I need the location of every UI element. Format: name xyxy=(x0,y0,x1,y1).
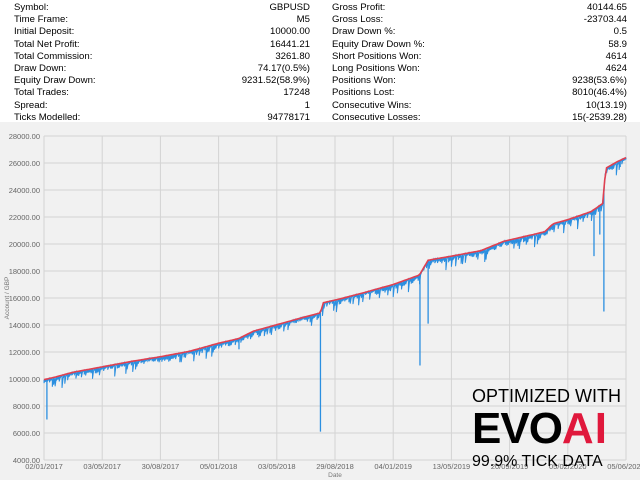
x-tick-label: 03/05/2017 xyxy=(83,462,121,471)
stat-value: 16441.21 xyxy=(269,38,310,50)
stat-label: Symbol: xyxy=(14,2,49,13)
stat-label: Gross Profit: xyxy=(332,2,386,13)
stat-label: Initial Deposit: xyxy=(14,26,75,38)
y-tick-label: 18000.00 xyxy=(9,267,40,276)
x-tick-label: 13/05/2019 xyxy=(433,462,471,471)
x-tick-label: 04/01/2019 xyxy=(374,462,412,471)
stat-row-right: Gross Profit: 40144.65 xyxy=(332,2,627,14)
stat-value: 17248 xyxy=(283,87,310,99)
stat-value: 4624 xyxy=(605,63,627,74)
x-tick-label: 30/08/2017 xyxy=(142,462,180,471)
stat-label: Consecutive Losses: xyxy=(332,111,421,123)
y-tick-label: 24000.00 xyxy=(9,186,40,195)
stat-row-right: Long Positions Won: 4624 xyxy=(332,63,627,75)
stat-value: 9231.52(58.9%) xyxy=(241,75,310,87)
brand-logo: EVOAI xyxy=(472,405,636,453)
stat-value: 8010(46.4%) xyxy=(572,87,627,99)
y-tick-label: 20000.00 xyxy=(9,240,40,249)
stat-row-left: Total Commission: 3261.80 xyxy=(14,51,310,63)
stat-row-left: Ticks Modelled: 94778171 xyxy=(14,112,310,124)
x-tick-label: 20/09/2019 xyxy=(491,462,529,471)
stat-row-left: Draw Down: 74.17(0.5%) xyxy=(14,63,310,75)
y-tick-label: 10000.00 xyxy=(9,375,40,384)
y-tick-label: 8000.00 xyxy=(13,402,40,411)
stat-row-left: Total Trades: 17248 xyxy=(14,87,310,99)
balance-series-line xyxy=(43,156,627,381)
stat-label: Draw Down %: xyxy=(332,26,396,38)
stat-label: Long Positions Won: xyxy=(332,63,420,74)
stat-label: Positions Won: xyxy=(332,75,396,87)
stat-row-right: Short Positions Won: 4614 xyxy=(332,51,627,63)
stat-value: 4614 xyxy=(605,50,627,62)
stat-value: 10000.00 xyxy=(269,26,310,38)
stat-row-right: Consecutive Losses: 15(-2539.28) xyxy=(332,112,627,124)
x-axis-label: Date xyxy=(328,472,342,479)
y-tick-label: 16000.00 xyxy=(9,294,40,303)
badge-line-1: OPTIMIZED WITH xyxy=(472,386,621,406)
brand-evo-text: EVO xyxy=(472,404,563,453)
y-tick-label: 28000.00 xyxy=(9,132,40,141)
y-tick-label: 12000.00 xyxy=(9,348,40,357)
stat-value: 0.5 xyxy=(613,26,627,38)
y-tick-label: 14000.00 xyxy=(9,321,40,330)
y-tick-label: 6000.00 xyxy=(13,429,40,438)
stat-value: 74.17(0.5%) xyxy=(257,63,310,74)
stat-label: Short Positions Won: xyxy=(332,50,422,62)
stat-row-right: Consecutive Wins: 10(13.19) xyxy=(332,100,627,112)
stat-row-left: Symbol: GBPUSD xyxy=(14,2,310,14)
x-tick-label: 05/02/2020 xyxy=(549,462,587,471)
x-tick-label: 03/05/2018 xyxy=(258,462,296,471)
stat-row-left: Equity Draw Down: 9231.52(58.9%) xyxy=(14,75,310,87)
stat-label: Total Net Profit: xyxy=(14,38,80,50)
y-tick-label: 26000.00 xyxy=(9,159,40,168)
stat-row-left: Time Frame: M5 xyxy=(14,14,310,26)
stat-label: Total Trades: xyxy=(14,87,69,99)
stat-value: 1 xyxy=(304,99,310,111)
stat-value: 9238(53.6%) xyxy=(572,75,627,87)
stat-label: Consecutive Wins: xyxy=(332,99,412,111)
stat-row-left: Spread: 1 xyxy=(14,100,310,112)
stat-row-right: Gross Loss: -23703.44 xyxy=(332,14,627,26)
equity-chart: 4000.00 6000.00 8000.00 10000.00 12000.00 140… xyxy=(0,122,640,480)
x-tick-label: 05/06/2020 xyxy=(607,462,640,471)
stat-row-right: Positions Won: 9238(53.6%) xyxy=(332,75,627,87)
stat-row-right: Draw Down %: 0.5 xyxy=(332,26,627,38)
stat-value: 94778171 xyxy=(267,111,310,123)
stat-label: Spread: xyxy=(14,99,48,111)
stat-value: 15(-2539.28) xyxy=(572,111,627,123)
stat-value: M5 xyxy=(296,14,310,26)
stat-row-left: Total Net Profit: 16441.21 xyxy=(14,39,310,51)
stat-row-right: Equity Draw Down %: 58.9 xyxy=(332,39,627,51)
y-tick-label: 22000.00 xyxy=(9,213,40,222)
y-tick-label: 4000.00 xyxy=(13,456,40,465)
stat-label: Positions Lost: xyxy=(332,87,395,99)
stat-value: 58.9 xyxy=(608,38,627,50)
stat-label: Time Frame: xyxy=(14,14,69,26)
stat-value: GBPUSD xyxy=(269,2,310,13)
stat-value: -23703.44 xyxy=(583,14,627,26)
stat-value: 3261.80 xyxy=(275,50,310,62)
x-tick-label: 05/01/2018 xyxy=(200,462,238,471)
stat-label: Ticks Modelled: xyxy=(14,111,81,123)
stat-label: Equity Draw Down %: xyxy=(332,38,425,50)
brand-ai-text: AI xyxy=(561,404,608,453)
report-summary: Symbol: GBPUSD Time Frame: M5 Initial Deposi… xyxy=(0,0,640,124)
evo-ai-badge: OPTIMIZED WITH EVOAI 99.9% TICK DATA xyxy=(472,385,636,477)
stat-row-left: Initial Deposit: 10000.00 xyxy=(14,26,310,38)
stat-row-right: Positions Lost: 8010(46.4%) xyxy=(332,87,627,99)
x-tick-label: 02/01/2017 xyxy=(25,462,63,471)
x-tick-label: 29/08/2018 xyxy=(316,462,354,471)
stat-value: 40144.65 xyxy=(586,2,627,13)
stat-label: Draw Down: xyxy=(14,63,67,74)
badge-line-3: 99.9% TICK DATA xyxy=(472,453,603,470)
stat-label: Total Commission: xyxy=(14,50,93,62)
stat-label: Gross Loss: xyxy=(332,14,384,26)
stat-value: 10(13.19) xyxy=(585,99,627,111)
equity-chart-svg: 4000.00 6000.00 8000.00 10000.00 12000.00 140… xyxy=(4,132,640,479)
y-axis-label: Account / GBP xyxy=(4,277,11,320)
stat-label: Equity Draw Down: xyxy=(14,75,96,87)
